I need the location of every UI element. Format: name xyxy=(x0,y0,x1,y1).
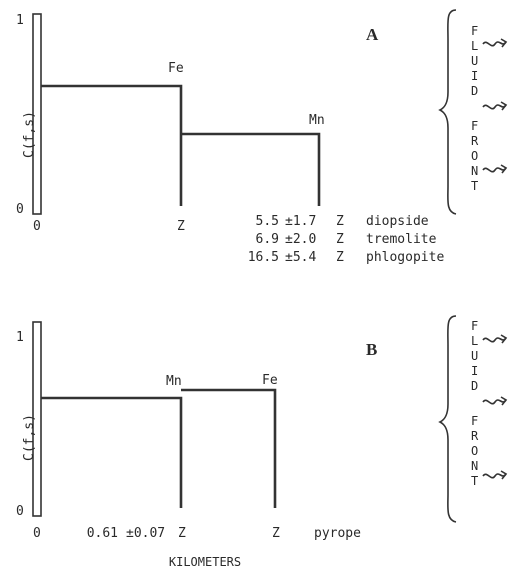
panel-b-y-tick-bottom: 0 xyxy=(16,504,24,519)
panel-b-y-axis-label: C(f,s) xyxy=(22,414,37,461)
panel-b-x-tick-origin: 0 xyxy=(33,526,41,541)
mineral-unit: Z xyxy=(336,214,344,229)
curly-brace-icon xyxy=(438,9,457,215)
panel-b-fluid-front-text: F L U I D F R O N T xyxy=(471,319,479,488)
wavy-arrow-icon xyxy=(482,38,508,48)
mineral-value: 0.61 xyxy=(87,526,118,541)
mineral-unit: Z xyxy=(178,526,186,541)
mineral-unit: Z xyxy=(336,232,344,247)
wavy-arrow-icon xyxy=(482,396,508,406)
mineral-unit: Z xyxy=(336,250,344,265)
panel-a-step-profile xyxy=(41,84,321,206)
panel-b-mineral-table: 0.61 ±0.07 Z pyrope xyxy=(87,526,361,541)
panel-b-x-tick-z: Z xyxy=(272,526,280,541)
mineral-error: ±0.07 xyxy=(126,526,165,541)
panel-a-mineral-table: 5.5 ±1.7 Z diopside 6.9 ±2.0 Z tremolite… xyxy=(248,214,445,265)
front-letter: R xyxy=(471,429,479,443)
mineral-name: diopside xyxy=(366,214,429,229)
panel-a-x-tick-origin: 0 xyxy=(33,219,41,234)
panel-a-label: A xyxy=(366,25,379,44)
front-letter: D xyxy=(471,379,478,393)
panel-b-hatched-wall xyxy=(32,321,42,517)
front-letter: L xyxy=(471,39,478,53)
front-letter: U xyxy=(471,54,478,68)
mineral-error: ±1.7 xyxy=(285,214,316,229)
front-letter: N xyxy=(471,459,478,473)
table-row: 0.61 ±0.07 Z pyrope xyxy=(87,526,361,541)
front-letter: R xyxy=(471,134,479,148)
panel-a: C(f,s) 1 0 0 Z Fe Mn A 5.5 ±1.7 Z diopsi… xyxy=(16,9,508,265)
front-letter: T xyxy=(471,474,478,488)
front-letter: O xyxy=(471,444,478,458)
front-letter: I xyxy=(471,364,478,378)
curly-brace-icon xyxy=(438,315,457,523)
front-letter: D xyxy=(471,84,478,98)
front-letter: F xyxy=(471,414,478,428)
front-letter: T xyxy=(471,179,478,193)
front-letter: F xyxy=(471,319,478,333)
table-row: 16.5 ±5.4 Z phlogopite xyxy=(248,250,445,265)
panel-a-y-tick-bottom: 0 xyxy=(16,202,24,217)
wavy-arrow-icon xyxy=(482,470,508,480)
panel-a-x-tick-z: Z xyxy=(177,219,185,234)
x-axis-title: KILOMETERS xyxy=(169,555,241,569)
mineral-name: phlogopite xyxy=(366,250,444,265)
table-row: 6.9 ±2.0 Z tremolite xyxy=(256,232,437,247)
mineral-name: tremolite xyxy=(366,232,437,247)
panel-a-step-label-fe: Fe xyxy=(168,61,184,76)
panel-a-step-label-mn: Mn xyxy=(309,113,325,128)
mineral-value: 5.5 xyxy=(256,214,279,229)
front-letter: I xyxy=(471,69,478,83)
panel-b: C(f,s) 1 0 0 Z Mn Fe B 0.61 ±0.07 Z pyro… xyxy=(16,315,508,541)
panel-b-step-label-mn: Mn xyxy=(166,374,182,389)
panel-a-hatched-wall xyxy=(32,13,42,215)
table-row: 5.5 ±1.7 Z diopside xyxy=(256,214,429,229)
front-letter: O xyxy=(471,149,478,163)
front-letter: L xyxy=(471,334,478,348)
wavy-arrow-icon xyxy=(482,334,508,344)
mineral-error: ±2.0 xyxy=(285,232,316,247)
panel-a-fluid-front-text: F L U I D F R O N T xyxy=(471,24,479,193)
panel-b-step-label-fe: Fe xyxy=(262,373,278,388)
front-letter: U xyxy=(471,349,478,363)
front-letter: F xyxy=(471,119,478,133)
panel-b-step-profile xyxy=(41,388,277,508)
mineral-name: pyrope xyxy=(314,526,361,541)
wavy-arrow-icon xyxy=(482,164,508,174)
panel-a-y-tick-top: 1 xyxy=(16,13,24,28)
front-letter: F xyxy=(471,24,478,38)
mineral-value: 16.5 xyxy=(248,250,279,265)
panel-b-label: B xyxy=(366,340,377,359)
wavy-arrow-icon xyxy=(482,101,508,111)
front-letter: N xyxy=(471,164,478,178)
panel-a-y-axis-label: C(f,s) xyxy=(22,111,37,158)
panel-b-y-tick-top: 1 xyxy=(16,330,24,345)
mineral-value: 6.9 xyxy=(256,232,279,247)
mineral-error: ±5.4 xyxy=(285,250,316,265)
